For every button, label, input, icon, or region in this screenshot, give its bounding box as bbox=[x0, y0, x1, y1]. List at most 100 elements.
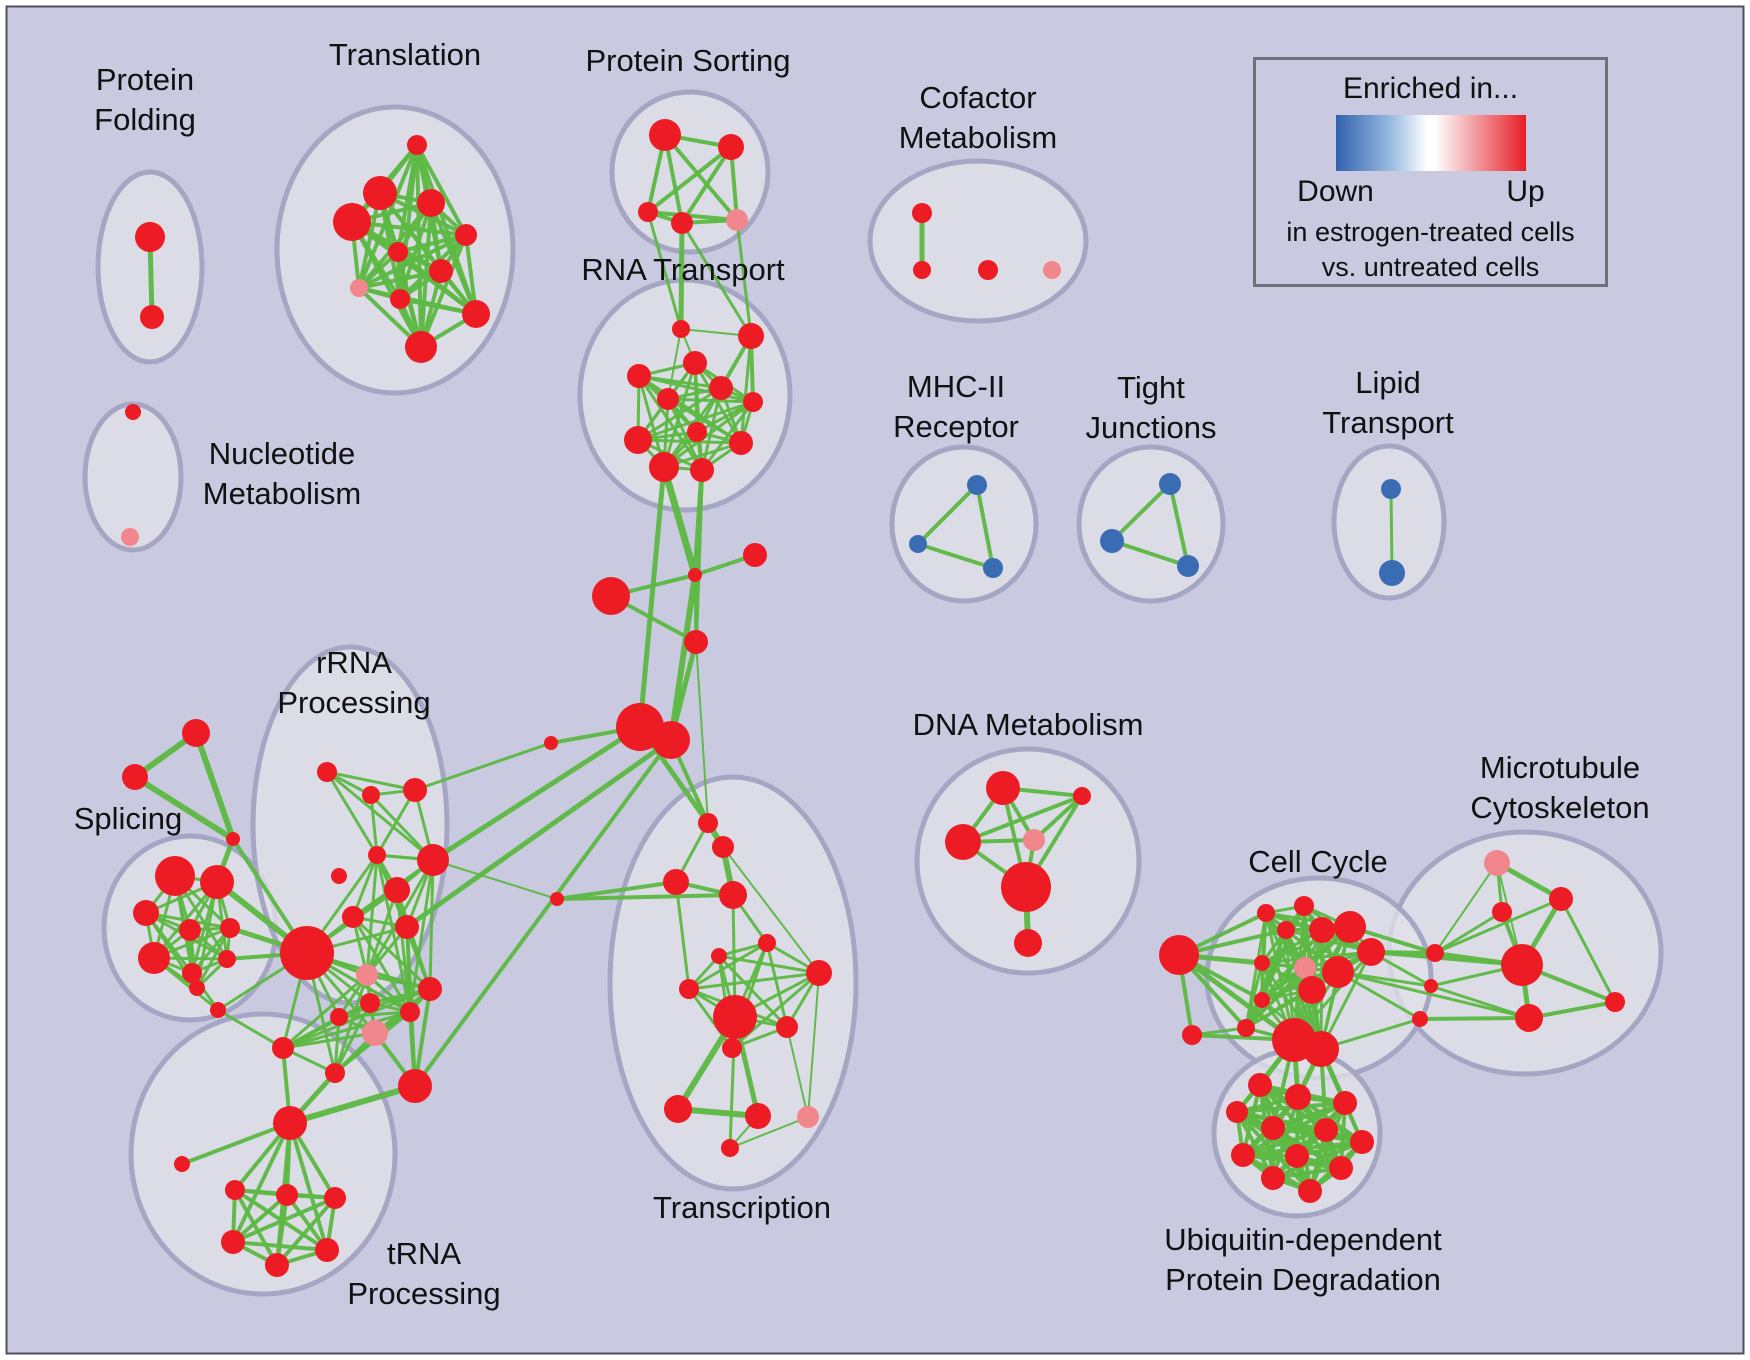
node-tj2 bbox=[1100, 529, 1124, 553]
node-d3 bbox=[945, 824, 981, 860]
node-pf2 bbox=[140, 305, 164, 329]
node-tn3 bbox=[324, 1187, 346, 1209]
network-edge bbox=[275, 1196, 337, 1267]
network-edge bbox=[1559, 897, 1617, 1004]
node-xhub bbox=[713, 995, 757, 1039]
network-edge bbox=[281, 973, 369, 1050]
node-c9 bbox=[1294, 957, 1316, 979]
network-edge bbox=[637, 374, 755, 404]
network-edge bbox=[636, 400, 755, 442]
node-lp2 bbox=[1379, 560, 1405, 586]
node-m4 bbox=[1605, 992, 1625, 1012]
node-ps4 bbox=[671, 212, 693, 234]
node-m1 bbox=[1549, 887, 1573, 911]
node-cf1 bbox=[912, 203, 932, 223]
node-xpink bbox=[797, 1106, 819, 1128]
cluster-shape-mhc-ii-receptor bbox=[889, 444, 1039, 604]
cluster-label-mhc-ii-receptor-line2: Receptor bbox=[893, 409, 1019, 444]
node-mh2 bbox=[909, 535, 927, 553]
network-edge bbox=[288, 1121, 329, 1252]
node-tn5 bbox=[315, 1238, 339, 1262]
network-edge bbox=[1527, 1000, 1617, 1020]
network-edge bbox=[429, 201, 478, 316]
legend-caption-line1: in estrogen-treated cells bbox=[1286, 217, 1575, 247]
node-ps2 bbox=[718, 134, 744, 160]
node-u11 bbox=[1329, 1156, 1353, 1180]
node-u1 bbox=[1248, 1073, 1272, 1097]
network-edge bbox=[667, 328, 682, 400]
network-edge bbox=[325, 770, 435, 862]
network-edge bbox=[1429, 984, 1531, 1020]
network-edge bbox=[231, 1121, 292, 1244]
cluster-label-trna-processing-line1: tRNA bbox=[387, 1236, 461, 1271]
network-edge bbox=[916, 483, 979, 546]
node-tr10 bbox=[462, 300, 490, 328]
cluster-label-protein-sorting: Protein Sorting bbox=[585, 43, 790, 78]
node-m2 bbox=[1492, 902, 1512, 922]
network-edge bbox=[722, 846, 820, 974]
node-c1 bbox=[1159, 935, 1199, 975]
network-edge bbox=[132, 774, 236, 842]
node-rtK bbox=[649, 452, 679, 482]
node-cf4 bbox=[1043, 261, 1061, 279]
node-c7 bbox=[1357, 938, 1385, 966]
node-r10 bbox=[360, 993, 380, 1013]
legend-up-label: Up bbox=[1506, 175, 1545, 208]
network-edge bbox=[646, 210, 683, 331]
network-edge bbox=[916, 542, 995, 570]
node-tnleft bbox=[174, 1156, 190, 1172]
network-edge bbox=[351, 853, 379, 919]
node-s3 bbox=[133, 900, 159, 926]
node-ps5 bbox=[726, 209, 748, 231]
network-edge bbox=[663, 133, 739, 222]
network-edge bbox=[404, 737, 674, 930]
node-rtE bbox=[709, 376, 733, 400]
network-edge bbox=[325, 770, 379, 857]
node-c14 bbox=[1303, 1031, 1339, 1067]
network-edge bbox=[739, 334, 753, 445]
node-c16 bbox=[1298, 976, 1326, 1004]
node-u3 bbox=[1333, 1091, 1357, 1115]
node-cnh1 bbox=[688, 568, 702, 582]
legend-box: Enriched in... Down Up in estrogen-treat… bbox=[1253, 57, 1608, 287]
cluster-labels-layer: Protein Folding Translation Protein Sorting… bbox=[74, 37, 1650, 1311]
node-tr8 bbox=[350, 279, 368, 297]
node-r15 bbox=[398, 1069, 432, 1103]
node-r8 bbox=[342, 906, 364, 928]
network-edge bbox=[646, 210, 739, 222]
node-x10 bbox=[722, 1038, 742, 1058]
node-r16 bbox=[418, 977, 442, 1001]
network-edge bbox=[1110, 539, 1190, 568]
node-rtA bbox=[672, 320, 690, 338]
node-s9 bbox=[189, 980, 205, 996]
network-edge bbox=[419, 233, 468, 349]
cluster-label-ubiquitin-degradation-line1: Ubiquitin-dependent bbox=[1164, 1222, 1442, 1257]
node-tr4 bbox=[333, 203, 371, 241]
network-edge bbox=[717, 954, 789, 1029]
node-u9 bbox=[1285, 1144, 1309, 1168]
network-edge bbox=[357, 269, 443, 290]
cluster-shape-nucleotide-metabolism bbox=[82, 401, 184, 553]
network-edge bbox=[369, 793, 379, 857]
node-c3 bbox=[1257, 904, 1275, 922]
node-c2 bbox=[1182, 1025, 1202, 1045]
node-t1 bbox=[182, 719, 210, 747]
node-c6 bbox=[1334, 911, 1366, 943]
network-edge bbox=[1433, 910, 1504, 955]
node-tr6 bbox=[388, 242, 408, 262]
node-cf2 bbox=[913, 261, 931, 279]
cluster-label-tight-junctions-line1: Tight bbox=[1117, 370, 1185, 405]
node-u4 bbox=[1226, 1101, 1248, 1123]
node-s6 bbox=[138, 942, 170, 974]
node-tr1 bbox=[407, 135, 427, 155]
network-edge bbox=[333, 973, 369, 1075]
network-edge bbox=[1168, 482, 1190, 568]
node-x9 bbox=[776, 1016, 798, 1038]
network-edge bbox=[687, 971, 821, 991]
network-edge bbox=[180, 1121, 292, 1166]
node-c10 bbox=[1254, 955, 1270, 971]
node-x6 bbox=[711, 948, 727, 964]
network-edge bbox=[1336, 970, 1531, 1020]
network-edge bbox=[287, 1083, 418, 1126]
